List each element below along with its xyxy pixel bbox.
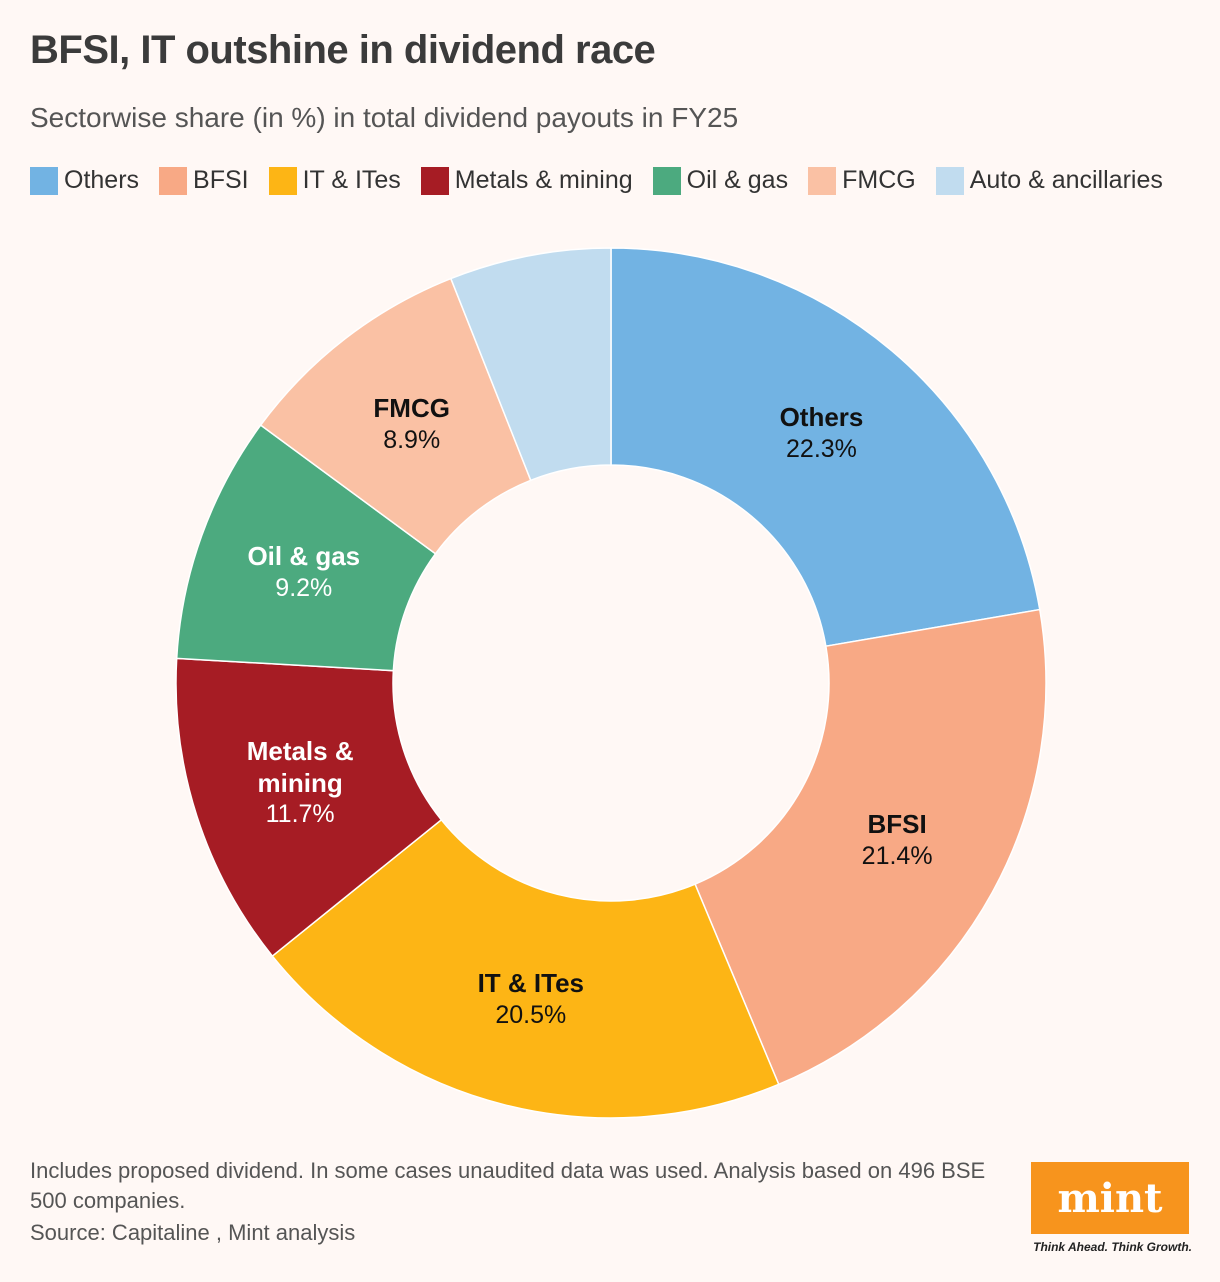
slice-name-fmcg: FMCG xyxy=(373,393,450,424)
slice-name-it-and-ites: IT & ITes xyxy=(477,968,584,999)
slice-name-others: Others xyxy=(779,402,864,433)
slice-label-it-and-ites: IT & ITes 20.5% xyxy=(478,968,584,1030)
legend-swatch-fmcg xyxy=(808,166,837,195)
legend-label-fmcg: FMCG xyxy=(842,166,916,194)
legend-item-oil-and-gas: Oil & gas xyxy=(652,166,789,195)
slice-name-bfsi: BFSI xyxy=(867,809,927,840)
slice-others xyxy=(610,247,1041,648)
legend-label-metals-and-mining: Metals & mining xyxy=(454,166,633,194)
donut-chart: Others 22.3% BFSI 21.4% IT & ITes 20.5% Metals… xyxy=(0,210,1220,1150)
brand-tagline: Think Ahead. Think Growth. xyxy=(1033,1240,1192,1254)
slice-name-oil-and-gas: Oil & gas xyxy=(247,541,361,572)
slice-label-oil-and-gas: Oil & gas 9.2% xyxy=(247,541,360,603)
footnote: Includes proposed dividend. In some case… xyxy=(30,1158,986,1213)
slice-label-others: Others 22.3% xyxy=(780,402,864,464)
source-note: Source: Capitaline , Mint analysis xyxy=(30,1220,356,1245)
slice-value-oil-and-gas: 9.2% xyxy=(275,574,333,602)
slice-value-it-and-ites: 20.5% xyxy=(495,1001,567,1030)
chart-title: BFSI, IT outshine in dividend race xyxy=(30,28,656,72)
slice-label-fmcg: FMCG 8.9% xyxy=(373,393,450,455)
slice-value-metals-and-mining: 11.7% xyxy=(265,800,335,829)
legend-label-bfsi: BFSI xyxy=(193,166,249,194)
logo-text: mint xyxy=(1057,1174,1163,1222)
slice-label-metals-and-mining: Metals & mining 11.7% xyxy=(247,736,354,830)
legend-label-oil-and-gas: Oil & gas xyxy=(686,166,789,194)
legend-label-others: Others xyxy=(64,166,140,194)
slice-value-bfsi: 21.4% xyxy=(861,841,933,870)
legend-swatch-bfsi xyxy=(159,166,188,195)
legend-swatch-others xyxy=(30,166,58,195)
mint-logo: mint xyxy=(1031,1162,1189,1234)
legend-item-auto-and-ancillaries: Auto & ancillaries xyxy=(935,166,1163,195)
legend-label-auto-and-ancillaries: Auto & ancillaries xyxy=(969,166,1163,194)
legend-item-fmcg: FMCG xyxy=(808,166,916,195)
slice-name-metals-and-mining: Metals & xyxy=(246,735,354,766)
legend-item-bfsi: BFSI xyxy=(159,166,249,195)
donut-svg xyxy=(175,247,1047,1119)
legend-swatch-it-and-ites xyxy=(268,166,297,195)
legend-swatch-metals-and-mining xyxy=(420,166,449,195)
slice-label-bfsi: BFSI 21.4% xyxy=(862,809,933,871)
legend-item-metals-and-mining: Metals & mining xyxy=(420,166,633,195)
slice-value-others: 22.3% xyxy=(786,435,857,463)
slice-bfsi xyxy=(694,608,1047,1086)
legend-swatch-oil-and-gas xyxy=(652,166,681,195)
legend: Others BFSI IT & ITes Metals & mining Oil & … xyxy=(30,166,1210,195)
legend-item-it-and-ites: IT & ITes xyxy=(268,166,401,195)
slice-auto-and-ancillaries xyxy=(449,247,612,482)
slice-metals-and-mining xyxy=(175,657,443,958)
legend-label-it-and-ites: IT & ITes xyxy=(302,166,401,194)
legend-item-others: Others xyxy=(30,166,139,195)
slice-it-and-ites xyxy=(271,818,780,1119)
chart-subtitle: Sectorwise share (in %) in total dividen… xyxy=(30,102,739,133)
legend-swatch-auto-and-ancillaries xyxy=(935,166,964,195)
slice-value-fmcg: 8.9% xyxy=(383,425,441,454)
slice-name-metals-and-mining-1: mining xyxy=(257,767,343,798)
